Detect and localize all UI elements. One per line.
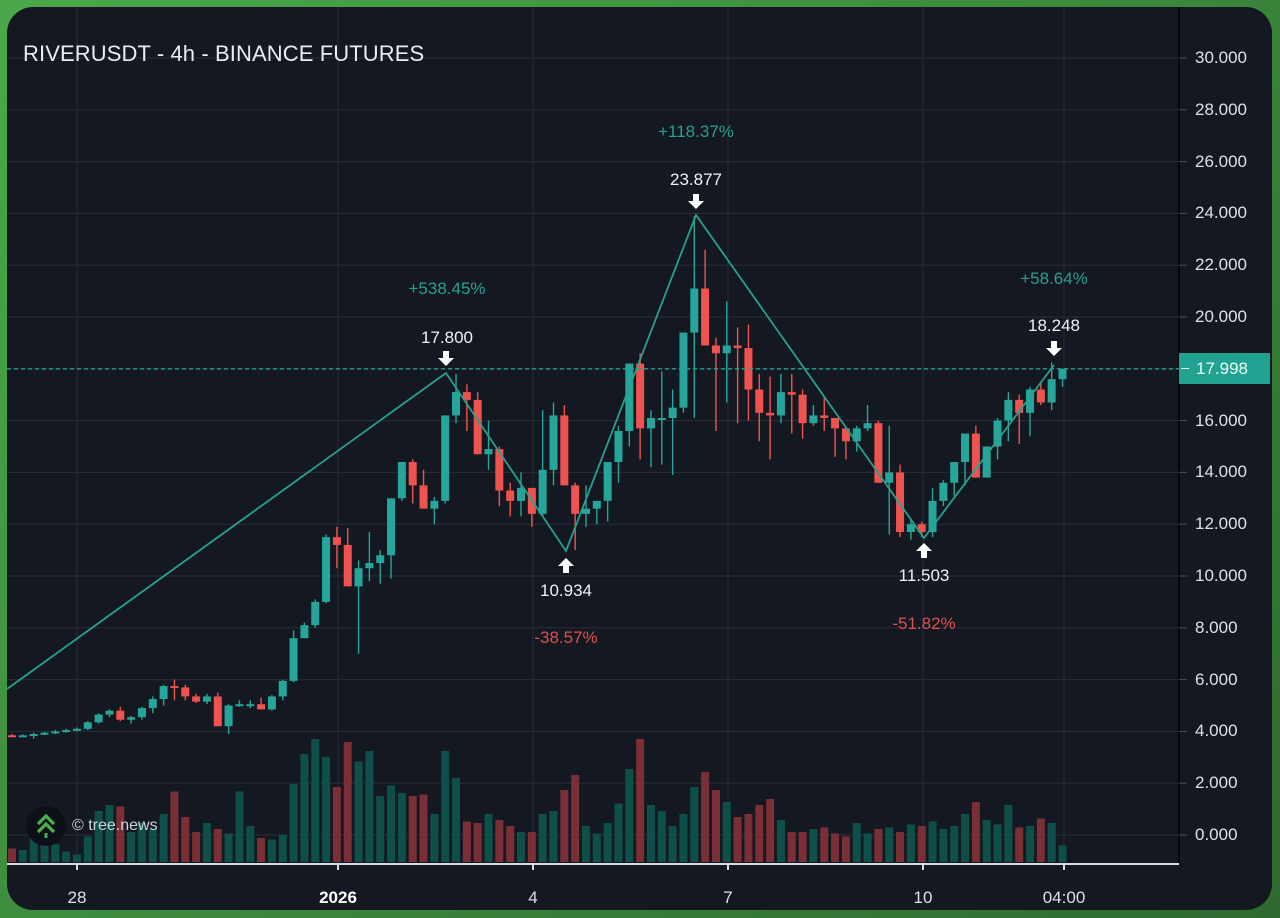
price-axis-label: 6.000 — [1195, 669, 1238, 689]
watermark-text: © tree.news — [72, 817, 158, 834]
time-axis-label: 10 — [913, 888, 933, 907]
price-tag-tick — [1181, 368, 1189, 369]
price-axis-label: 2.000 — [1195, 773, 1238, 793]
price-axis-label: 20.000 — [1195, 307, 1247, 326]
arrow-down-icon — [438, 351, 454, 366]
pivot5-change-label: +58.64% — [1020, 269, 1088, 288]
time-axis-label: 4 — [528, 888, 538, 907]
current-price-tag: 17.998 — [1179, 353, 1270, 384]
arrow-down-icon — [1046, 341, 1062, 356]
time-axis-label: 7 — [723, 888, 733, 907]
price-axis-label: 8.000 — [1195, 617, 1238, 637]
time-axis-label: 2026 — [319, 888, 357, 907]
time-axis-label: 28 — [67, 888, 87, 907]
watermark: © tree.news — [26, 806, 158, 846]
arrow-up-icon — [916, 543, 932, 558]
arrow-up-icon — [558, 558, 574, 573]
time-axis-label: 04:00 — [1042, 888, 1086, 907]
pivot3-price-label: 23.877 — [670, 170, 722, 189]
pivot1-change-label: +538.45% — [408, 279, 486, 298]
price-axis-label: 28.000 — [1195, 99, 1247, 119]
price-axis-label: 26.000 — [1195, 151, 1247, 171]
price-axis-label: 30.000 — [1195, 48, 1247, 67]
price-axis-label: 10.000 — [1195, 566, 1247, 585]
pivot1-price-label: 17.800 — [421, 328, 473, 347]
chart-title: RIVERUSDT - 4h - BINANCE FUTURES — [23, 41, 425, 66]
pivot2-change-label: -38.57% — [534, 628, 598, 647]
price-axis-label: 14.000 — [1195, 462, 1247, 482]
chart-frame: RIVERUSDT - 4h - BINANCE FUTURES 30.000 2… — [7, 7, 1272, 910]
candlestick-chart[interactable] — [7, 7, 1272, 910]
pivot2-price-label: 10.934 — [540, 581, 592, 600]
price-axis-label: 12.000 — [1195, 514, 1247, 534]
price-axis-label: 4.000 — [1195, 721, 1238, 741]
pivot4-change-label: -51.82% — [892, 614, 956, 633]
price-axis-label: 24.000 — [1195, 203, 1247, 223]
price-axis-label: 16.000 — [1195, 410, 1247, 430]
price-axis-label: 22.000 — [1195, 255, 1247, 275]
pivot4-price-label: 11.503 — [898, 566, 950, 585]
current-price-value: 17.998 — [1196, 358, 1248, 378]
price-axis-label: 0.000 — [1195, 825, 1238, 844]
pivot5-price-label: 18.248 — [1028, 316, 1080, 335]
pivot3-change-label: +118.37% — [658, 122, 734, 141]
tree-logo-icon — [26, 806, 66, 846]
arrow-down-icon — [688, 194, 704, 209]
